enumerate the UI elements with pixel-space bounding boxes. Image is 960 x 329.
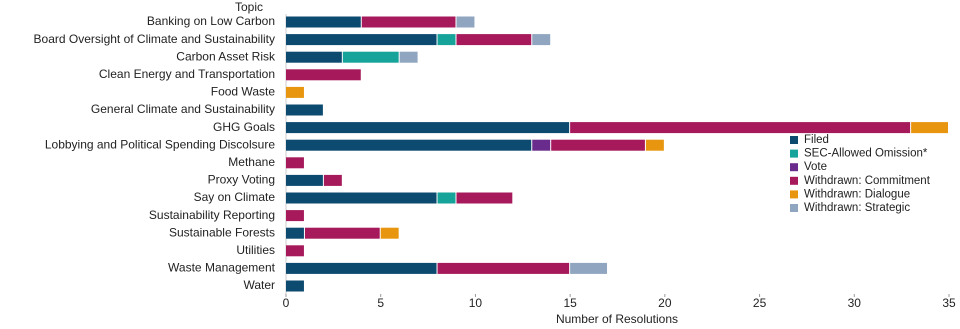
bar-segment [456,34,532,46]
legend-swatch [790,204,798,212]
bar-segment [437,34,456,46]
bar-segment [286,86,304,98]
legend-swatch [790,136,798,144]
x-tick-label: 30 [848,296,862,310]
bar-segment [380,227,399,239]
legend-label: SEC-Allowed Omission* [804,148,928,160]
x-tick-label: 20 [658,296,672,310]
bar-segment [286,157,304,169]
bar-segment [304,227,380,239]
x-tick-label: 5 [377,296,384,310]
bar-segment [570,262,608,274]
bar-segment [286,104,323,116]
y-tick-label: Waste Management [168,261,276,275]
bar-segment [286,69,361,81]
y-tick-label: Sustainability Reporting [149,208,275,222]
x-axis-title: Number of Resolutions [556,312,678,326]
legend-swatch [790,190,798,199]
bar-segment [286,262,437,274]
bar-segment [361,16,456,28]
bar-segment [286,227,304,239]
bar-segment [286,245,304,257]
bar-segment [286,139,532,151]
bar-segment [551,139,645,151]
legend-label: Withdrawn: Dialogue [804,188,910,200]
x-tick-label: 15 [563,296,577,310]
bar-segment [286,34,437,46]
legend-label: Filed [804,134,829,146]
bar-segment [286,210,304,222]
bar-segment [286,280,304,292]
bar-segment [342,51,399,63]
x-tick-label: 10 [469,296,483,310]
y-tick-label: Sustainable Forests [169,225,275,239]
y-tick-label: Lobbying and Political Spending Discolsu… [45,137,275,151]
bar-segment [399,51,418,63]
bar-segment [286,16,361,28]
y-axis-title: Topic [235,0,263,14]
y-tick-label: Board Oversight of Climate and Sustainab… [34,32,275,46]
legend-swatch [790,163,798,172]
x-tick-label: 35 [942,296,956,310]
legend-swatch [790,149,798,158]
legend-label: Withdrawn: Commitment [804,175,931,187]
legend-label: Vote [804,161,827,173]
bar-segment [456,16,475,28]
bar-segment [286,51,342,63]
y-tick-label: Food Waste [211,85,276,99]
bar-segment [286,122,570,134]
bar-segment [286,174,323,186]
legend-swatch [790,176,798,185]
bar-segment [645,139,664,151]
bar-segment [437,192,456,204]
y-tick-label: Clean Energy and Transportation [99,67,275,81]
y-tick-label: GHG Goals [213,120,275,134]
bar-segment [456,192,513,204]
bar-segment [286,192,437,204]
x-tick-label: 25 [753,296,767,310]
y-tick-label: Water [243,278,275,292]
y-tick-label: Utilities [236,243,275,257]
bar-segment [532,139,551,151]
bar-segment [532,34,551,46]
bar-segment [323,174,342,186]
bar-segment [911,122,948,134]
x-tick-label: 0 [283,296,290,310]
y-tick-label: Say on Climate [194,190,276,204]
y-tick-label: General Climate and Sustainability [91,102,275,116]
bar-segment [570,122,911,134]
y-tick-label: Proxy Voting [208,173,275,187]
y-tick-label: Banking on Low Carbon [147,14,275,28]
y-tick-label: Methane [228,155,275,169]
y-tick-label: Carbon Asset Risk [176,49,276,63]
bar-segment [437,262,570,274]
legend-label: Withdrawn: Strategic [804,202,910,214]
